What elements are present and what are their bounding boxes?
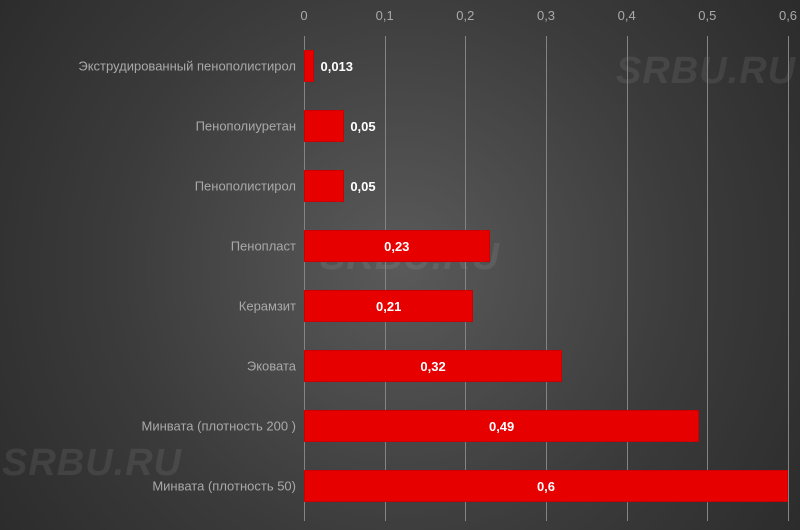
x-tick-label: 0,2: [456, 8, 474, 23]
y-axis-label: Керамзит: [239, 299, 304, 314]
bar-value-label: 0,32: [304, 350, 562, 382]
y-axis-label: Пенополистирол: [195, 179, 304, 194]
x-tick-label: 0,3: [537, 8, 555, 23]
bar-value-label: 0,21: [304, 290, 473, 322]
y-axis-label: Пенопласт: [231, 239, 304, 254]
y-axis-label: Эковата: [247, 359, 304, 374]
bar: [304, 110, 344, 142]
bar-row: Экструдированный пенополистирол0,013: [304, 50, 788, 82]
bar: [304, 50, 314, 82]
gridline: [385, 36, 386, 521]
bar-row: Пенополиуретан0,05: [304, 110, 788, 142]
x-tick-label: 0: [300, 8, 307, 23]
bar-row: Пенополистирол0,05: [304, 170, 788, 202]
bar-row: Минвата (плотность 200 )0,49: [304, 410, 788, 442]
plot-area: 00,10,20,30,40,50,6Экструдированный пено…: [304, 36, 788, 521]
chart-root: SRBU.RU SRBU.RU SRBU.RU 00,10,20,30,40,5…: [0, 0, 800, 530]
gridline: [465, 36, 466, 521]
bar-row: Эковата0,32: [304, 350, 788, 382]
bar-row: Минвата (плотность 50)0,6: [304, 470, 788, 502]
gridline: [304, 36, 305, 521]
x-tick-label: 0,1: [376, 8, 394, 23]
gridline: [546, 36, 547, 521]
bar-row: Пенопласт0,23: [304, 230, 788, 262]
x-tick-label: 0,4: [618, 8, 636, 23]
gridline: [627, 36, 628, 521]
bar-value-label: 0,013: [320, 50, 353, 82]
y-axis-label: Экструдированный пенополистирол: [78, 59, 304, 74]
x-tick-label: 0,5: [698, 8, 716, 23]
gridline: [788, 36, 789, 521]
bar-value-label: 0,23: [304, 230, 490, 262]
bar-value-label: 0,49: [304, 410, 699, 442]
bar-value-label: 0,05: [350, 110, 375, 142]
bar-value-label: 0,05: [350, 170, 375, 202]
x-tick-label: 0,6: [779, 8, 797, 23]
y-axis-label: Минвата (плотность 200 ): [141, 419, 304, 434]
bar: [304, 170, 344, 202]
bar-value-label: 0,6: [304, 470, 788, 502]
y-axis-label: Пенополиуретан: [196, 119, 304, 134]
bar-row: Керамзит0,21: [304, 290, 788, 322]
y-axis-label: Минвата (плотность 50): [152, 479, 304, 494]
gridline: [707, 36, 708, 521]
